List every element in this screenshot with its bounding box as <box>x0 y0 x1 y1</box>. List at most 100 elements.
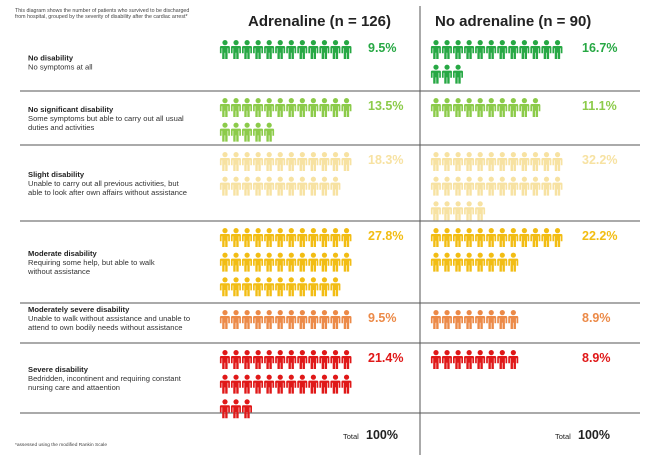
person-body-icon <box>275 46 286 59</box>
person-head-icon <box>299 152 305 158</box>
person-head-icon <box>299 350 305 356</box>
person-head-icon <box>310 310 316 316</box>
person-body-icon <box>230 258 241 272</box>
person-head-icon <box>288 310 294 316</box>
person-body-icon <box>264 158 275 171</box>
person-body-icon <box>430 356 441 369</box>
person-body-icon <box>297 258 308 272</box>
person-body-icon <box>464 316 475 329</box>
person-body-icon <box>241 234 252 247</box>
person-body-icon <box>219 258 230 272</box>
person-body-icon <box>264 104 275 117</box>
percentage-value: 9.5% <box>368 41 397 55</box>
person-head-icon <box>510 152 516 158</box>
total-value: 100% <box>366 428 398 442</box>
person-head-icon <box>543 40 550 46</box>
person-head-icon <box>466 228 472 234</box>
person-head-icon <box>521 40 528 46</box>
percentage-value: 16.7% <box>582 41 617 55</box>
person-head-icon <box>444 152 450 158</box>
person-body-icon <box>219 104 230 117</box>
person-head-icon <box>222 277 228 283</box>
person-head-icon <box>255 228 261 234</box>
person-head-icon <box>277 176 283 182</box>
person-head-icon <box>222 176 228 182</box>
person-head-icon <box>466 350 472 356</box>
person-head-icon <box>510 350 516 356</box>
person-head-icon <box>321 98 328 104</box>
person-head-icon <box>222 374 228 380</box>
person-body-icon <box>253 158 264 171</box>
person-head-icon <box>466 252 472 258</box>
person-body-icon <box>464 104 475 117</box>
person-body-icon <box>486 158 497 171</box>
person-body-icon <box>253 103 264 117</box>
person-body-icon <box>486 234 497 247</box>
person-head-icon <box>466 40 472 46</box>
total-label: Total <box>343 432 359 441</box>
person-head-icon <box>310 350 316 356</box>
person-body-icon <box>541 182 552 196</box>
person-head-icon <box>455 152 461 158</box>
person-body-icon <box>541 234 552 247</box>
person-body-icon <box>552 158 563 171</box>
person-body-icon <box>508 104 519 117</box>
person-head-icon <box>488 252 494 258</box>
person-body-icon <box>264 258 275 272</box>
footnote: *assessed using the modified Rankin Scal… <box>15 442 107 448</box>
person-head-icon <box>488 228 494 234</box>
person-body-icon <box>286 46 297 59</box>
person-body-icon <box>286 182 297 196</box>
person-body-icon <box>286 258 297 272</box>
person-head-icon <box>299 98 305 104</box>
person-body-icon <box>475 316 486 329</box>
person-head-icon <box>332 98 339 104</box>
person-head-icon <box>233 350 239 356</box>
person-head-icon <box>244 122 250 128</box>
person-head-icon <box>543 152 550 158</box>
person-body-icon <box>241 258 252 272</box>
person-head-icon <box>444 201 450 207</box>
person-body-icon <box>464 182 475 196</box>
person-body-icon <box>319 158 330 171</box>
person-body-icon <box>297 234 308 247</box>
person-body-icon <box>319 258 330 272</box>
person-head-icon <box>310 40 316 46</box>
row-title: Moderately severe disability <box>28 305 130 314</box>
person-head-icon <box>343 98 350 104</box>
pictogram-group <box>430 350 519 369</box>
pictogram-group <box>430 152 563 221</box>
person-head-icon <box>510 252 516 258</box>
person-head-icon <box>466 201 472 207</box>
person-body-icon <box>275 258 286 272</box>
person-body-icon <box>230 380 241 394</box>
person-body-icon <box>475 207 486 221</box>
person-head-icon <box>310 176 316 182</box>
pictogram-group <box>430 228 563 272</box>
person-body-icon <box>475 234 486 247</box>
person-head-icon <box>466 310 472 316</box>
person-body-icon <box>241 158 252 171</box>
person-head-icon <box>233 98 239 104</box>
person-body-icon <box>430 316 441 329</box>
person-head-icon <box>222 252 228 258</box>
person-head-icon <box>444 228 450 234</box>
person-head-icon <box>532 176 539 182</box>
person-body-icon <box>308 380 319 394</box>
person-head-icon <box>554 40 561 46</box>
person-body-icon <box>241 104 252 117</box>
person-head-icon <box>477 40 483 46</box>
person-body-icon <box>341 158 352 171</box>
person-head-icon <box>444 40 450 46</box>
person-body-icon <box>497 316 508 329</box>
person-head-icon <box>288 228 294 234</box>
person-body-icon <box>486 46 497 59</box>
person-body-icon <box>441 104 452 117</box>
person-head-icon <box>321 350 328 356</box>
total-label: Total <box>555 432 571 441</box>
person-body-icon <box>219 356 230 369</box>
person-head-icon <box>255 374 261 380</box>
person-head-icon <box>233 399 239 405</box>
person-head-icon <box>332 374 339 380</box>
